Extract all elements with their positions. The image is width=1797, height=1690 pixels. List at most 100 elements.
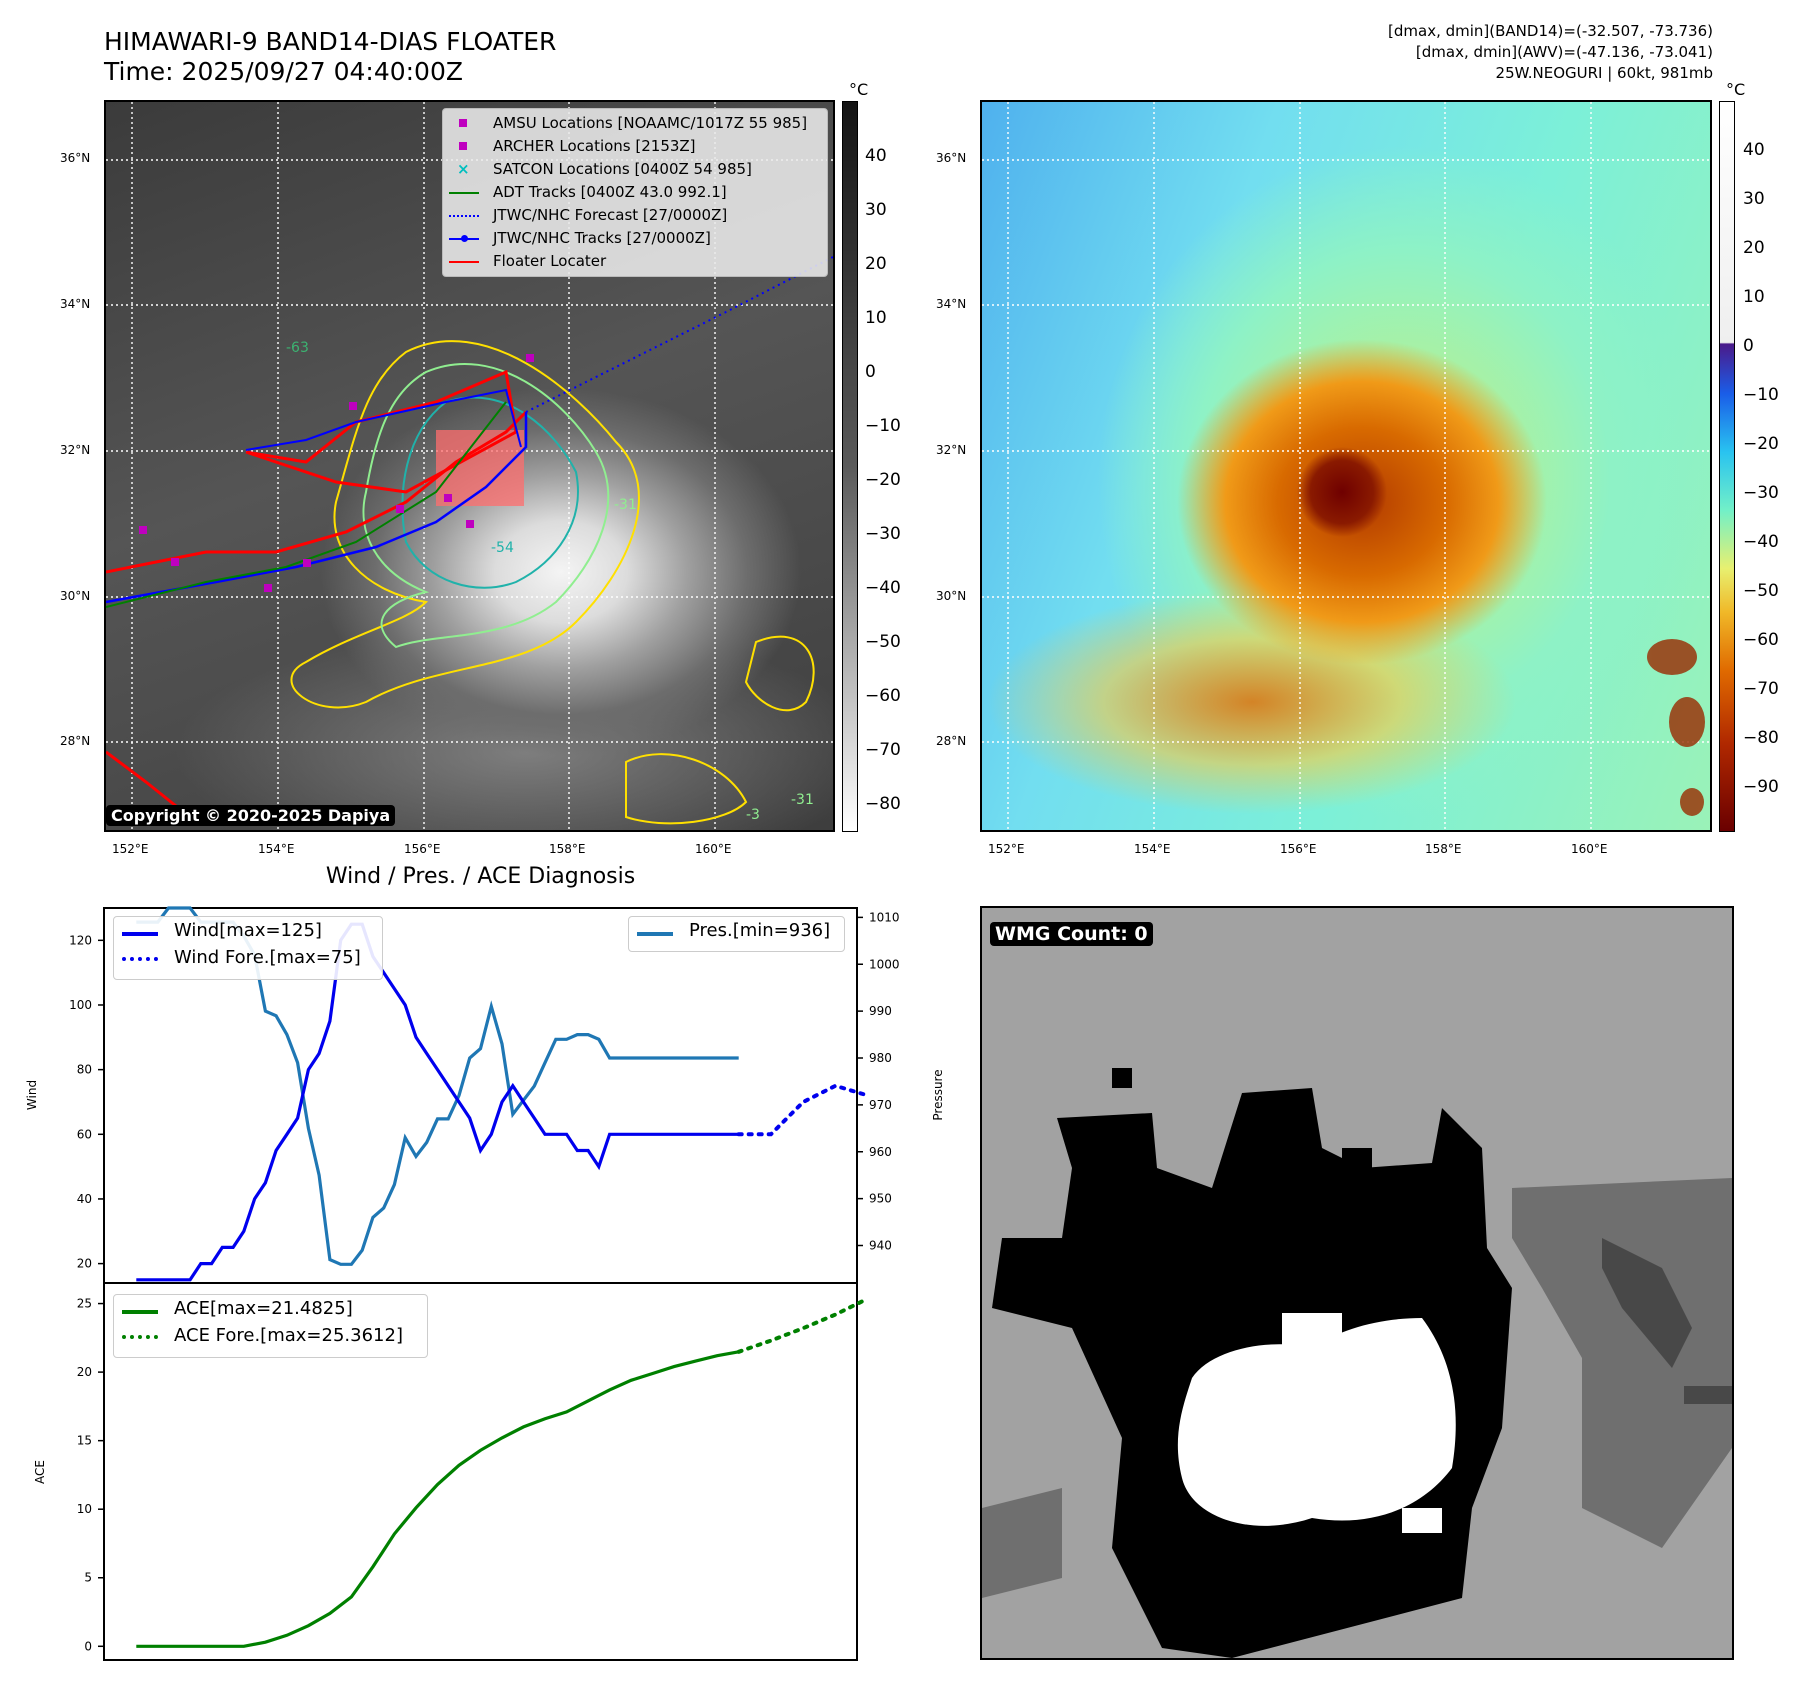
- line-marker-icon: [449, 192, 479, 194]
- dotted-line-icon: [122, 957, 158, 961]
- solid-line-icon: [122, 1310, 158, 1314]
- awv-colorbar-tick: 0: [1743, 336, 1754, 356]
- ace-series-line: [136, 1350, 739, 1648]
- y-tick-label: 40: [77, 1192, 92, 1206]
- legend-ace-fore-label: ACE Fore.[max=25.3612]: [174, 1325, 403, 1346]
- wmg-count-badge: WMG Count: 0: [990, 922, 1153, 946]
- awv-lat-label: 30°N: [936, 589, 967, 603]
- ir-lat-label: 36°N: [60, 151, 91, 165]
- y-tick-label: 0: [84, 1639, 92, 1653]
- y-tick-label: 980: [869, 1051, 892, 1065]
- dotted-line-icon: [122, 1335, 158, 1339]
- ir-lon-label: 154°E: [258, 842, 295, 856]
- awv-lon-label: 152°E: [988, 842, 1025, 856]
- floater-locater-track-2: [245, 369, 518, 494]
- y-tick-label: 1010: [869, 910, 900, 924]
- line-marker-icon: [449, 261, 479, 263]
- ir-colorbar-tick: 40: [865, 146, 887, 166]
- y-tick-label: 60: [77, 1127, 92, 1141]
- awv-colorbar-tick: −20: [1743, 434, 1779, 454]
- awv-lon-label: 154°E: [1134, 842, 1171, 856]
- solid-line-icon: [122, 932, 158, 936]
- ir-map-panel: -63 -54 -31 -31 -3 AMSU Locations [NOAAM…: [104, 100, 835, 832]
- y-tick-label: 20: [77, 1365, 92, 1379]
- legend-item-forecast: JTWC/NHC Forecast [27/0000Z]: [443, 204, 827, 227]
- info-awv: [dmax, dmin](AWV)=(-47.136, -73.041): [1415, 43, 1713, 61]
- ace-axis-label: ACE: [33, 1460, 47, 1484]
- pressure-y-ticks: 940 950 960 970 980 990 1000 1010: [857, 910, 900, 1253]
- y-tick-label: 10: [77, 1502, 92, 1516]
- awv-colorbar: [1719, 101, 1735, 832]
- wind-legend: Wind[max=125] Wind Fore.[max=75]: [113, 916, 383, 980]
- y-tick-label: 15: [77, 1434, 92, 1448]
- awv-colorbar-tick: 20: [1743, 238, 1765, 258]
- awv-lat-label: 32°N: [936, 443, 967, 457]
- ir-contours: [290, 340, 815, 825]
- ir-colorbar-tick: −80: [865, 794, 901, 814]
- solid-line-icon: [637, 932, 673, 936]
- awv-map-panel: [980, 100, 1712, 832]
- ir-colorbar-unit: °C: [849, 80, 869, 99]
- legend-wind-label: Wind[max=125]: [174, 920, 322, 941]
- awv-lon-label: 156°E: [1280, 842, 1317, 856]
- ir-lon-label: 158°E: [549, 842, 586, 856]
- awv-colorbar-tick: −70: [1743, 679, 1779, 699]
- awv-colorbar-tick: −90: [1743, 777, 1779, 797]
- ir-legend: AMSU Locations [NOAAMC/1017Z 55 985] ARC…: [442, 108, 828, 277]
- wmg-panel: WMG Count: 0: [980, 906, 1734, 1660]
- dotted-line-icon: [449, 215, 479, 217]
- legend-item-floater: Floater Locater: [443, 250, 827, 273]
- awv-colorbar-tick: −30: [1743, 483, 1779, 503]
- contour-label-1: -63: [286, 340, 309, 356]
- ir-colorbar-tick: −30: [865, 524, 901, 544]
- ir-colorbar-tick: −50: [865, 632, 901, 652]
- diagnosis-title: Wind / Pres. / ACE Diagnosis: [325, 864, 636, 889]
- wind-forecast-series-line: [736, 1083, 870, 1137]
- dot-marker-icon: [461, 235, 468, 242]
- ir-lon-label: 156°E: [404, 842, 441, 856]
- ir-colorbar-tick: 30: [865, 200, 887, 220]
- awv-colorbar-tick: −10: [1743, 385, 1779, 405]
- y-tick-label: 990: [869, 1004, 892, 1018]
- figure-title: HIMAWARI-9 BAND14-DIAS FLOATER: [104, 27, 557, 56]
- pressure-axis-label: Pressure: [931, 1069, 945, 1120]
- wmg-image: [982, 1003, 1732, 1658]
- y-tick-label: 950: [869, 1192, 892, 1206]
- legend-item-archer: ARCHER Locations [2153Z]: [443, 135, 827, 158]
- pressure-legend: Pres.[min=936]: [628, 916, 845, 952]
- y-tick-label: 1000: [869, 957, 900, 971]
- y-tick-label: 120: [69, 933, 92, 947]
- y-tick-label: 100: [69, 998, 92, 1012]
- ir-colorbar-tick: −70: [865, 740, 901, 760]
- jtwc-track-2: [245, 388, 522, 451]
- ace-axes-frame: [103, 1282, 858, 1661]
- awv-colorbar-tick: −40: [1743, 532, 1779, 552]
- ir-colorbar-tick: 0: [865, 362, 876, 382]
- y-tick-label: 970: [869, 1098, 892, 1112]
- legend-ace-label: ACE[max=21.4825]: [174, 1298, 353, 1319]
- ir-colorbar-tick: −10: [865, 416, 901, 436]
- legend-item-adt: ADT Tracks [0400Z 43.0 992.1]: [443, 181, 827, 204]
- ir-colorbar: [842, 101, 858, 832]
- square-marker-icon: [459, 119, 467, 127]
- ir-colorbar-tick: 20: [865, 254, 887, 274]
- y-tick-label: 940: [869, 1239, 892, 1253]
- awv-lat-label: 36°N: [936, 151, 967, 165]
- figure-time: Time: 2025/09/27 04:40:00Z: [104, 57, 463, 86]
- awv-colorbar-tick: 10: [1743, 287, 1765, 307]
- awv-lon-label: 160°E: [1571, 842, 1608, 856]
- legend-item-satcon: × SATCON Locations [0400Z 54 985]: [443, 158, 827, 181]
- awv-colorbar-tick: 30: [1743, 189, 1765, 209]
- ir-colorbar-tick: −40: [865, 578, 901, 598]
- wind-series-line: [136, 922, 739, 1282]
- awv-colorbar-unit: °C: [1726, 80, 1746, 99]
- ace-legend: ACE[max=21.4825] ACE Fore.[max=25.3612]: [113, 1294, 428, 1358]
- ir-colorbar-tick: 10: [865, 308, 887, 328]
- awv-colorbar-tick: −60: [1743, 630, 1779, 650]
- awv-lat-label: 34°N: [936, 297, 967, 311]
- ir-lat-label: 34°N: [60, 297, 91, 311]
- ir-lon-label: 152°E: [112, 842, 149, 856]
- floater-locater-track: [106, 410, 528, 574]
- jtwc-forecast: [525, 256, 833, 413]
